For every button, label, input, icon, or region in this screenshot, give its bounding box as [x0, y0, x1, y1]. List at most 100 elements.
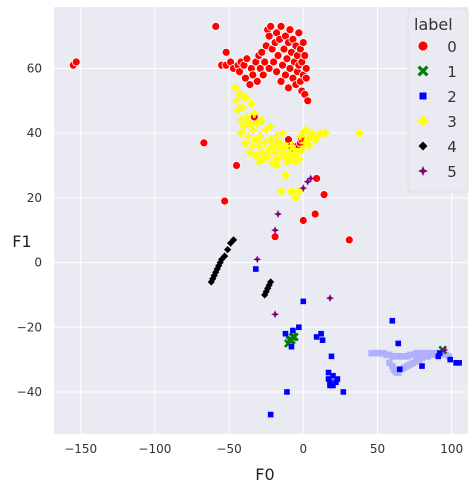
data-point-series-0 — [319, 190, 329, 200]
data-point-series-4 — [229, 236, 238, 244]
x-tick-label: 100 — [440, 442, 463, 456]
data-point-series-2 — [325, 376, 332, 382]
data-point-band — [395, 369, 402, 376]
data-point-series-3 — [244, 132, 253, 141]
data-point-series-3 — [231, 83, 240, 92]
data-point-series-4 — [213, 265, 221, 273]
data-point-series-3 — [287, 187, 296, 196]
data-point-series-2 — [435, 353, 442, 360]
data-point-series-0 — [281, 70, 290, 80]
legend-label-2: 2 — [447, 88, 457, 106]
data-point-series-4 — [215, 262, 223, 270]
data-point-series-4 — [224, 246, 232, 254]
data-point-series-0 — [301, 73, 311, 83]
data-point-series-3 — [236, 129, 245, 138]
x-tick-label: 0 — [299, 442, 307, 456]
data-point-series-2 — [282, 330, 289, 337]
data-points — [68, 22, 462, 418]
data-point-series-0 — [344, 235, 354, 245]
data-point-series-3 — [266, 122, 275, 131]
data-point-series-3 — [272, 161, 281, 170]
data-point-series-2 — [419, 363, 425, 369]
data-point-series-2 — [328, 353, 335, 360]
data-point-series-0 — [248, 70, 258, 80]
data-point-series-3 — [247, 100, 256, 109]
data-point-series-0 — [245, 80, 255, 90]
data-point-series-2 — [327, 382, 333, 389]
data-point-series-3 — [355, 129, 364, 138]
data-point-series-0 — [272, 67, 281, 77]
data-point-series-3 — [235, 90, 244, 99]
data-point-series-0 — [211, 22, 221, 31]
data-point-series-0 — [285, 25, 295, 35]
x-tick-label: −100 — [138, 442, 171, 456]
data-point-series-5 — [274, 210, 283, 219]
data-point-series-5 — [299, 184, 308, 193]
data-point-series-0 — [278, 60, 287, 70]
y-tick-label: 60 — [27, 61, 42, 75]
data-point-series-3 — [236, 116, 245, 125]
data-point-series-3 — [254, 142, 263, 151]
data-point-series-5 — [271, 310, 280, 319]
data-point-series-2 — [288, 343, 295, 350]
data-point-series-0 — [279, 44, 289, 54]
data-point-series-3 — [302, 125, 311, 134]
data-point-series-0 — [276, 22, 286, 31]
data-point-series-0 — [264, 31, 274, 41]
data-point-series-2 — [333, 379, 339, 386]
data-point-series-3 — [308, 129, 317, 138]
legend-label-0: 0 — [447, 38, 457, 56]
data-point-series-3 — [241, 138, 250, 147]
data-point-series-3 — [251, 151, 260, 160]
legend-label-4: 4 — [447, 138, 457, 156]
y-axis-label: F1 — [12, 232, 31, 251]
data-point-series-4 — [216, 258, 224, 267]
series-0 — [68, 22, 354, 245]
y-tick-label: −20 — [17, 320, 42, 334]
dense-band — [368, 349, 452, 376]
data-point-series-0 — [241, 73, 250, 83]
legend: label 0 1 2 3 4 5 — [407, 8, 469, 193]
x-tick-label: 50 — [370, 442, 385, 456]
data-point-series-3 — [272, 132, 281, 141]
data-point-series-3 — [250, 109, 259, 118]
data-point-series-5 — [440, 345, 449, 354]
data-point-series-2 — [319, 337, 326, 343]
data-point-series-3 — [253, 119, 262, 128]
data-point-series-2 — [456, 360, 462, 366]
data-point-series-3 — [277, 145, 286, 154]
data-point-series-2 — [267, 411, 274, 418]
data-point-series-3 — [260, 138, 269, 147]
data-point-series-3 — [238, 103, 247, 112]
data-point-series-1 — [289, 332, 299, 342]
series-2 — [253, 266, 462, 418]
data-point-series-3 — [256, 132, 265, 141]
data-point-series-0 — [276, 77, 286, 86]
data-point-series-3 — [251, 135, 260, 144]
series-3 — [231, 83, 364, 202]
legend-title: label — [414, 15, 453, 34]
data-point-series-0 — [282, 54, 292, 64]
data-point-series-3 — [280, 151, 288, 160]
legend-label-3: 3 — [447, 113, 457, 131]
data-point-series-3 — [242, 112, 251, 121]
data-point-series-2 — [340, 389, 347, 395]
data-point-series-3 — [234, 106, 242, 115]
data-point-series-0 — [303, 96, 313, 106]
data-point-series-2 — [330, 382, 336, 389]
data-point-series-5 — [271, 226, 280, 235]
data-point-series-2 — [284, 389, 290, 395]
data-point-series-0 — [242, 54, 252, 64]
data-point-series-3 — [248, 125, 257, 134]
data-point-series-3 — [268, 158, 277, 167]
x-tick-label: −150 — [64, 442, 97, 456]
series-4 — [207, 236, 275, 299]
data-point-series-3 — [293, 148, 302, 157]
data-point-series-2 — [327, 379, 333, 386]
x-axis-label: F0 — [255, 465, 274, 484]
data-point-series-2 — [253, 266, 259, 272]
data-point-series-3 — [259, 155, 268, 164]
data-point-series-5 — [326, 294, 334, 303]
data-point-series-3 — [269, 142, 278, 151]
